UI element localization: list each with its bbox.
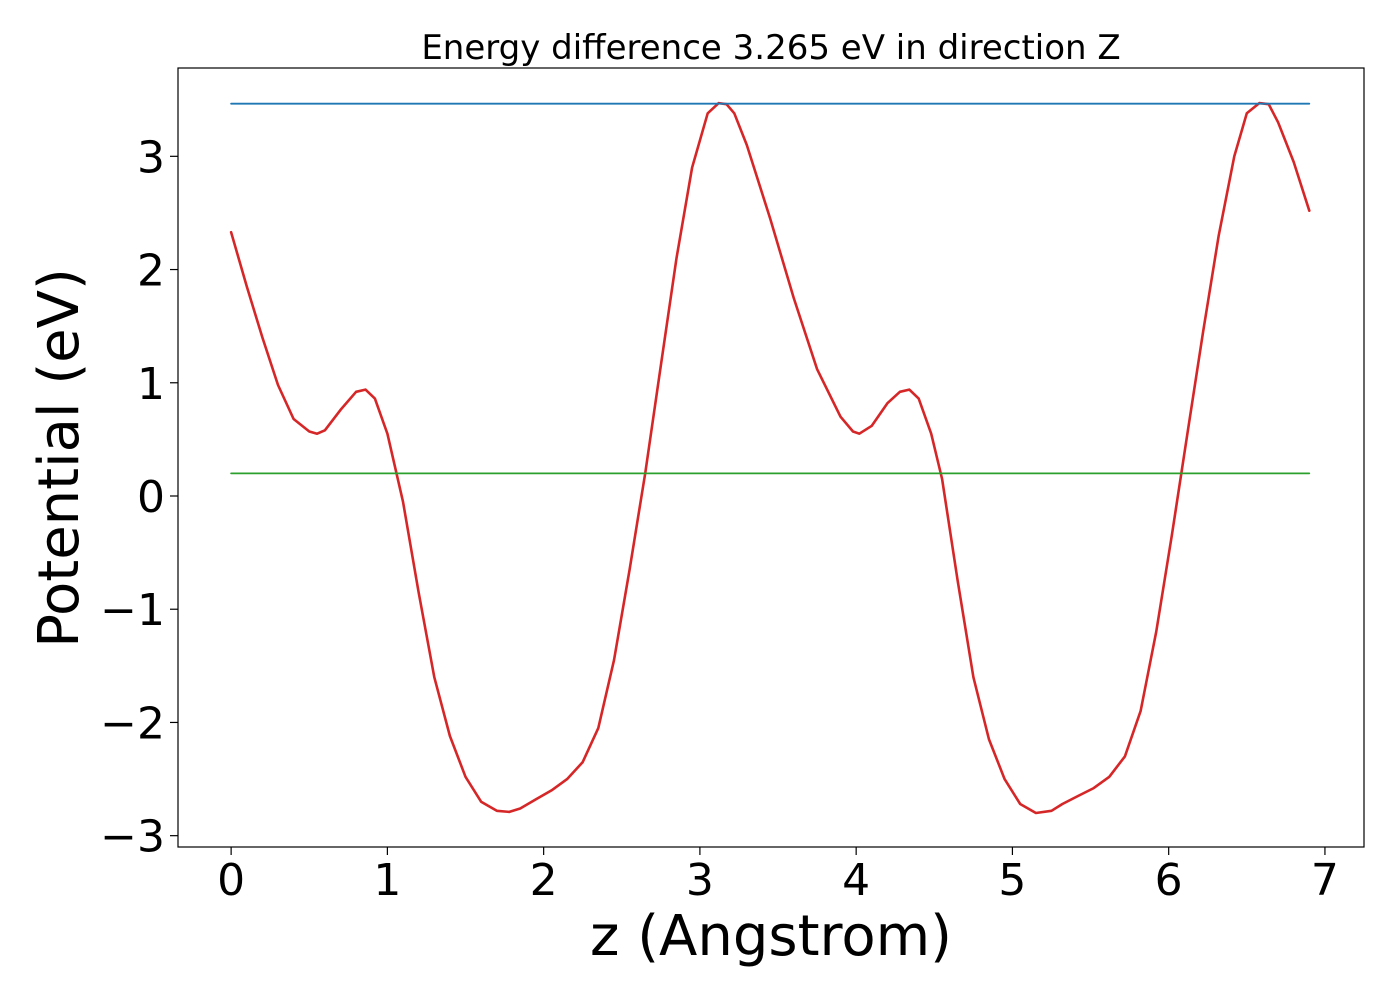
- x-axis-label: z (Angstrom): [590, 904, 952, 969]
- chart-title: Energy difference 3.265 eV in direction …: [421, 28, 1120, 68]
- series-layer: [229, 101, 1311, 815]
- y-tick-label: 2: [137, 246, 165, 297]
- x-axis: 0 1 2 3 4 5 6 7: [217, 847, 1339, 906]
- y-tick-label: −2: [100, 698, 165, 749]
- y-tick-label: −3: [100, 812, 165, 863]
- y-axis-label: Potential (eV): [27, 268, 92, 648]
- x-tick-label: 3: [686, 855, 714, 906]
- x-tick-label: 0: [217, 855, 245, 906]
- y-tick-label: 3: [137, 132, 165, 183]
- y-tick-label: 1: [137, 359, 165, 410]
- x-tick-label: 7: [1311, 855, 1339, 906]
- series-line-1: [229, 101, 1311, 815]
- y-tick-label: 0: [137, 472, 165, 523]
- x-tick-label: 1: [373, 855, 401, 906]
- x-tick-label: 6: [1155, 855, 1183, 906]
- x-tick-label: 5: [998, 855, 1026, 906]
- plot-frame: [177, 67, 1365, 848]
- y-axis: −3 −2 −1 0 1 2 3: [100, 132, 178, 863]
- x-tick-label: 2: [530, 855, 558, 906]
- x-tick-label: 4: [842, 855, 870, 906]
- y-tick-label: −1: [100, 585, 165, 636]
